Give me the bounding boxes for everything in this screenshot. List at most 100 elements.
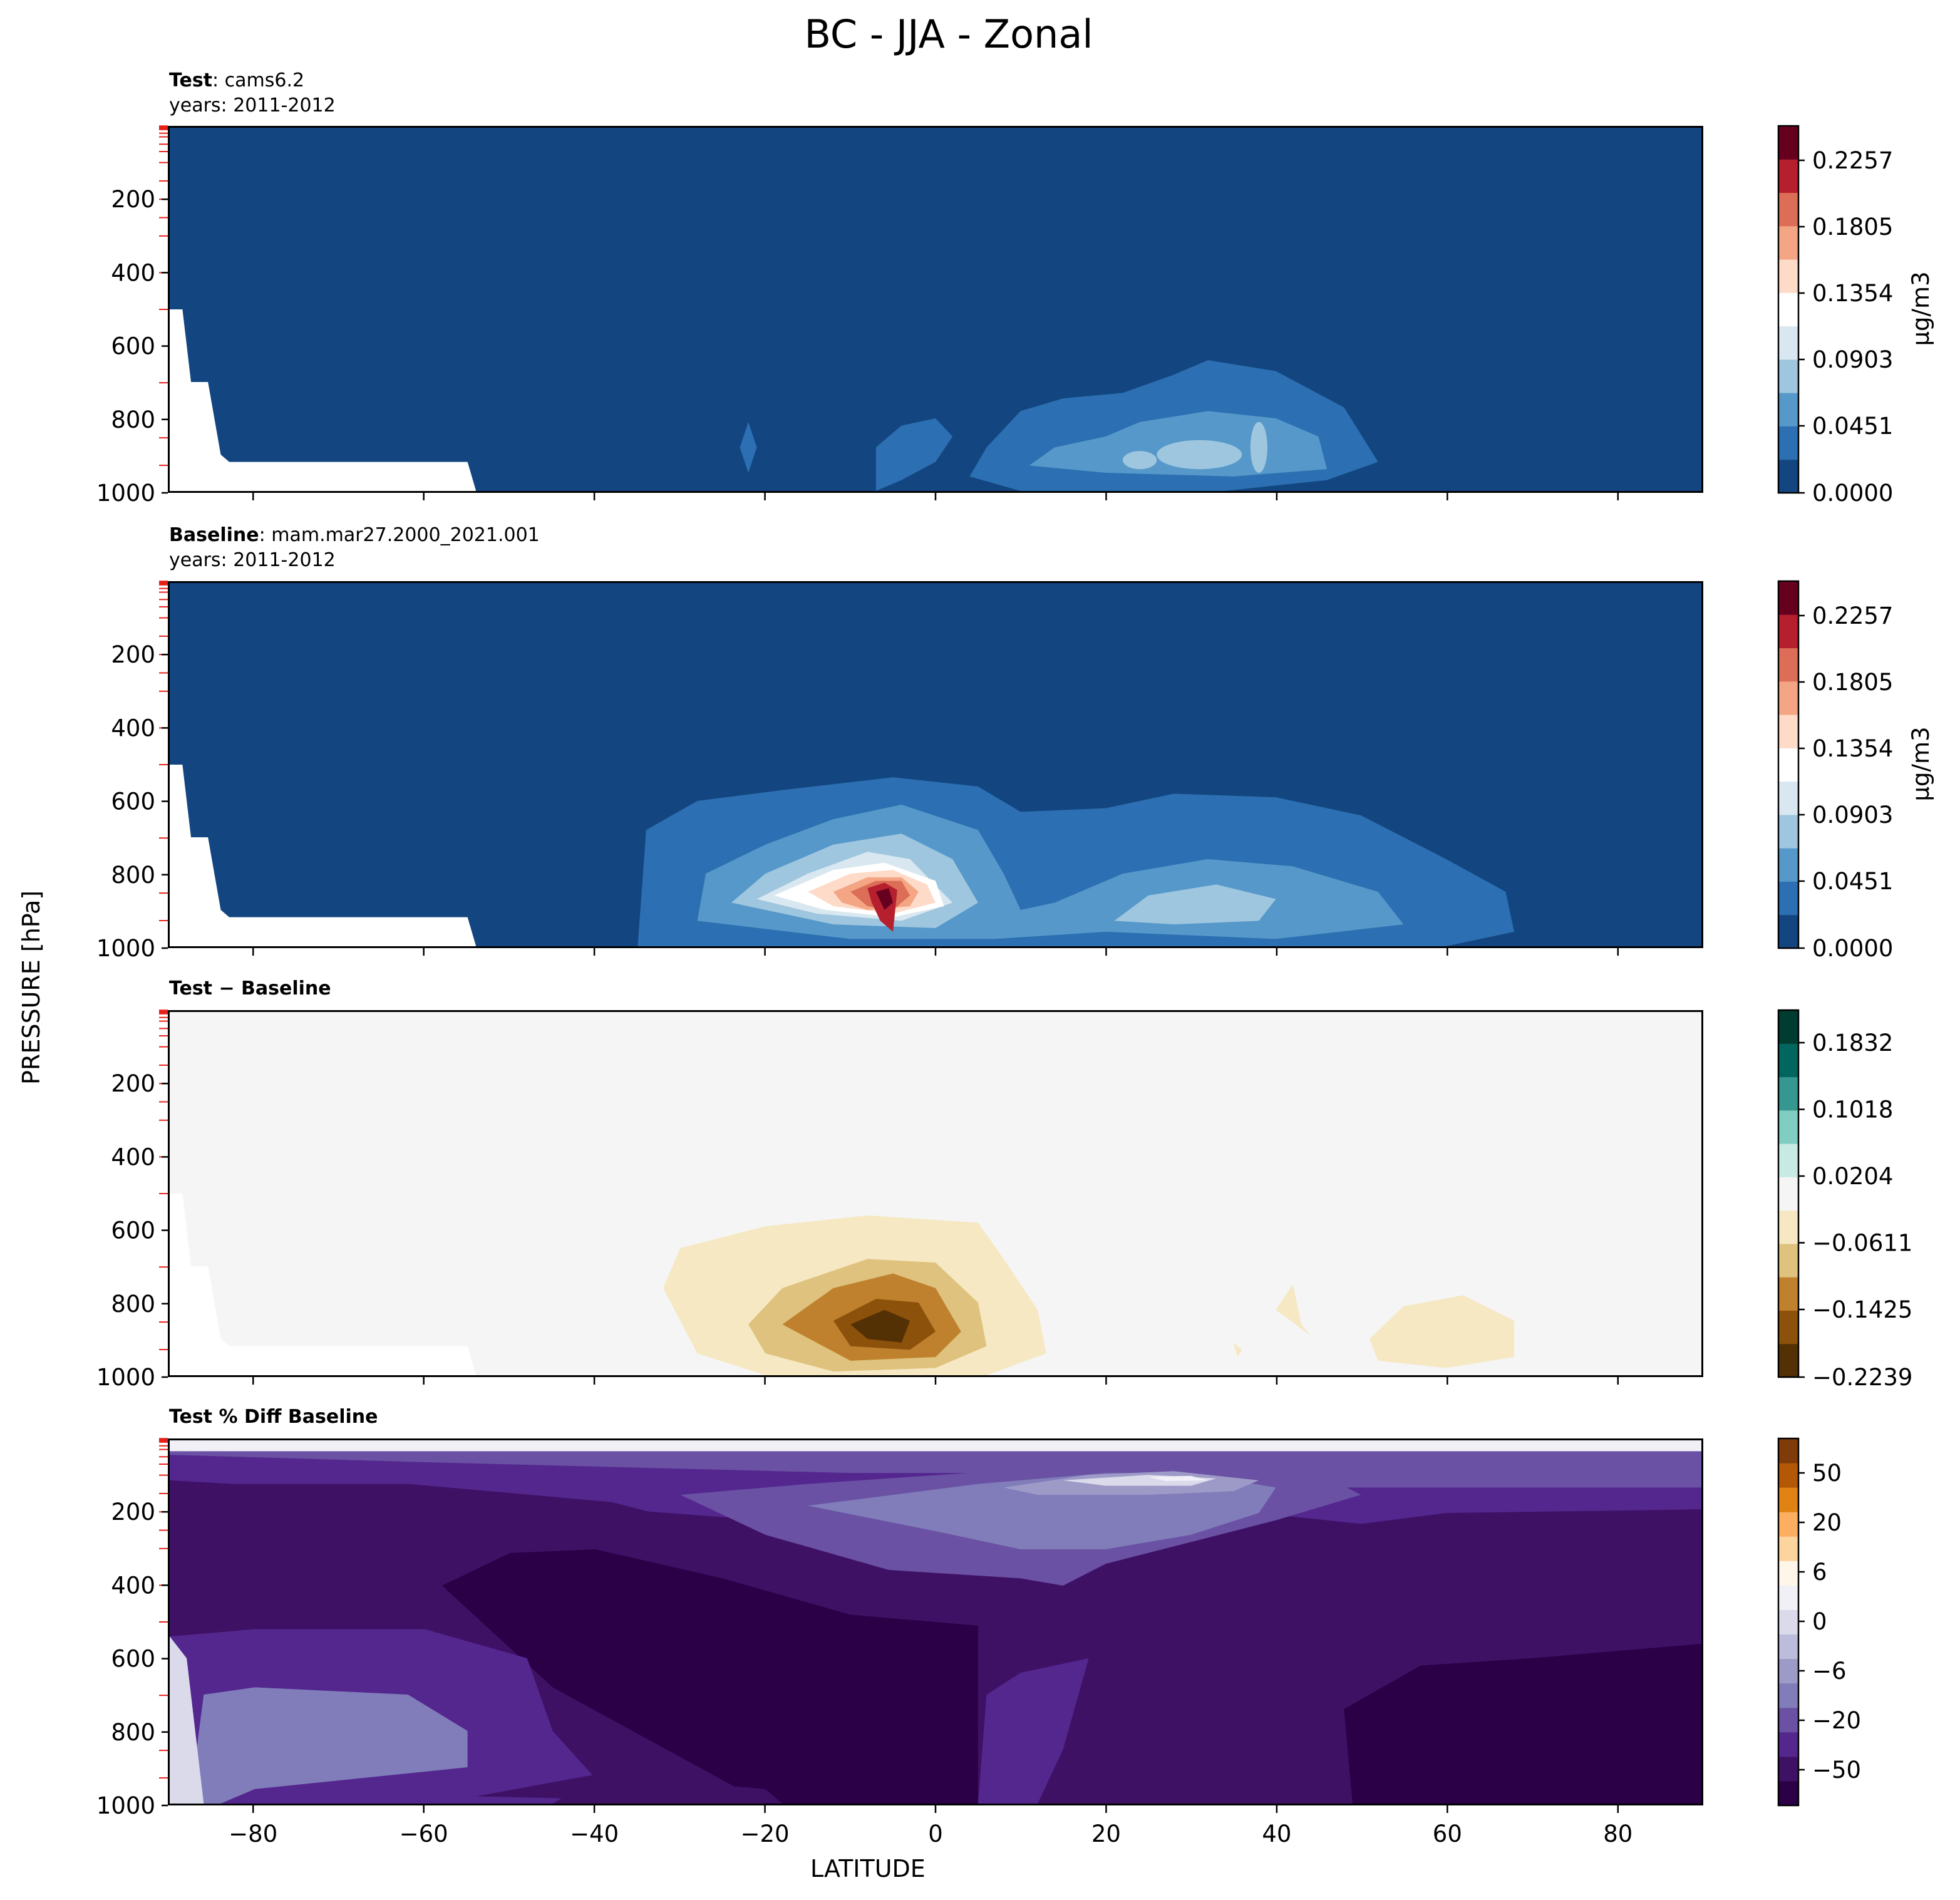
colorbar-tick-label: 50 <box>1812 1460 1842 1487</box>
latitude-tick-label: −20 <box>741 1820 790 1847</box>
panel-2-title-bold: Baseline <box>169 524 259 546</box>
colorbar-segment <box>1778 681 1798 715</box>
colorbar-tick-label: −0.0611 <box>1812 1230 1912 1257</box>
level-2-column <box>977 1658 1089 1804</box>
colorbar-segment <box>1778 914 1798 949</box>
level-7-southwest <box>170 1636 204 1804</box>
panel-3-title-bold: Test − Baseline <box>169 978 331 999</box>
level-3-north-c <box>1250 421 1267 473</box>
panel-2-field <box>170 583 1701 946</box>
panel-3-title: Test − Baseline <box>169 976 331 1002</box>
colorbar-tick-label: 0.1354 <box>1812 735 1893 762</box>
colorbar-tick-label: 0.1805 <box>1812 669 1893 696</box>
colorbar-segment <box>1778 1438 1798 1464</box>
colorbar-tick-label: −50 <box>1812 1757 1861 1784</box>
level-1-fleck <box>740 421 757 473</box>
colorbar-3: 0.1832 0.1018 0.0204 −0.0611 −0.1425 −0.2239 <box>1777 1009 1912 1391</box>
colorbar-tick-label: 0.1805 <box>1812 214 1893 240</box>
colorbar-segment <box>1778 1210 1798 1244</box>
colorbar-units-label: μg/m3 <box>1907 271 1934 346</box>
colorbar-segment <box>1778 126 1798 160</box>
colorbar-segment <box>1778 1010 1798 1044</box>
colorbar-tick-label: 20 <box>1812 1509 1842 1536</box>
colorbar-segment <box>1778 359 1798 393</box>
colorbar-segment <box>1778 1780 1798 1806</box>
pressure-tick-label: 600 <box>111 788 155 815</box>
colorbar-segment <box>1778 1512 1798 1537</box>
pressure-tick-label: 200 <box>111 1070 155 1097</box>
panel-2-title: Baseline: mam.mar27.2000_2021.001 <box>169 522 540 549</box>
panel-2-years: years: 2011-2012 <box>169 549 336 571</box>
colorbar-segment <box>1778 614 1798 649</box>
colorbar-tick-label: 0.2257 <box>1812 602 1893 629</box>
colorbar-1: 0.2257 0.1805 0.1354 0.0903 0.0451 0.0000 μg/m… <box>1777 125 1934 507</box>
colorbar-frame <box>1777 125 1800 494</box>
colorbar-segment <box>1778 848 1798 882</box>
level-3-north <box>1157 440 1242 470</box>
colorbar-tick-label: 0.2257 <box>1812 147 1893 174</box>
latitude-tick-label: −40 <box>570 1820 619 1847</box>
pressure-tick-label: 200 <box>111 1499 155 1526</box>
pressure-tick-label: 800 <box>111 1291 155 1318</box>
latitude-tick-label: 20 <box>1091 1820 1121 1847</box>
panel-2-plot <box>168 581 1703 948</box>
colorbar-segment <box>1778 1658 1798 1684</box>
panel-4-field <box>170 1440 1701 1804</box>
panel-4-title: Test % Diff Baseline <box>169 1404 378 1430</box>
colorbar-tick-label: 6 <box>1812 1559 1827 1586</box>
colorbar-segment <box>1778 1487 1798 1512</box>
panel-3-field <box>170 1012 1701 1375</box>
level-4-southwest <box>187 1687 468 1804</box>
colorbar-2: 0.2257 0.1805 0.1354 0.0903 0.0451 0.0000 μg/m… <box>1777 580 1934 962</box>
colorbar-segment <box>1778 1110 1798 1144</box>
colorbar-tick-label: −0.2239 <box>1812 1364 1912 1391</box>
level-8-center <box>1148 1475 1208 1481</box>
colorbar-frame <box>1777 580 1800 949</box>
pressure-tick-label: 400 <box>111 1572 155 1599</box>
colorbar-segment <box>1778 259 1798 293</box>
colorbar-segment <box>1778 1585 1798 1610</box>
pressure-tick-label: 600 <box>111 333 155 360</box>
missing-data-region <box>170 1194 477 1375</box>
level-4-fleck <box>1276 1284 1310 1336</box>
colorbar-segment <box>1778 1756 1798 1782</box>
latitude-tick-label: 80 <box>1603 1820 1632 1847</box>
pressure-tick-label: 800 <box>111 1719 155 1746</box>
panel-3-axes: 200 400 600 800 1000 <box>96 1009 1619 1391</box>
colorbar-tick-label: 0.0903 <box>1812 802 1893 829</box>
pressure-tick-label: 800 <box>111 406 155 433</box>
colorbar-segment <box>1778 1561 1798 1586</box>
colorbar-segment <box>1778 1683 1798 1708</box>
missing-data-region <box>170 765 477 946</box>
panel-2-title-rest: : mam.mar27.2000_2021.001 <box>259 524 540 546</box>
colorbar-segment <box>1778 292 1798 327</box>
latitude-tick-label: 0 <box>928 1820 943 1847</box>
colorbar-segment <box>1778 1144 1798 1177</box>
colorbar-segment <box>1778 1243 1798 1278</box>
colorbar-units-label: μg/m3 <box>1907 726 1934 801</box>
colorbar-segment <box>1778 1043 1798 1078</box>
colorbar-segment <box>1778 459 1798 493</box>
pressure-tick-label: 1000 <box>96 1792 155 1819</box>
missing-data-region <box>170 309 477 491</box>
level-0-north <box>1344 1643 1701 1804</box>
panel-4-plot <box>168 1438 1703 1805</box>
latitude-tick-label: 60 <box>1433 1820 1462 1847</box>
colorbar-tick-label: 0.1354 <box>1812 280 1893 307</box>
panel-1-title-bold: Test <box>169 70 213 91</box>
pressure-tick-label: 200 <box>111 186 155 213</box>
level-0-south <box>441 1549 978 1804</box>
colorbar-segment <box>1778 648 1798 682</box>
x-axis-title: LATITUDE <box>810 1855 926 1882</box>
colorbar-tick-label: 0.0451 <box>1812 413 1893 440</box>
colorbar-segment <box>1778 1707 1798 1733</box>
panel-4-axes: 200 400 600 800 1000 −80 −60 −40 −20 0 20 40 60 80 <box>96 1438 1632 1847</box>
pressure-tick-label: 1000 <box>96 480 155 507</box>
colorbar-tick-label: 0.0903 <box>1812 346 1893 373</box>
colorbar-segment <box>1778 159 1798 194</box>
panel-1-title: Test: cams6.2 <box>169 68 304 94</box>
panel-1-axes: 200 400 600 800 1000 <box>96 125 1619 507</box>
colorbar-segment <box>1778 715 1798 748</box>
level-3-north-b <box>1122 451 1157 470</box>
